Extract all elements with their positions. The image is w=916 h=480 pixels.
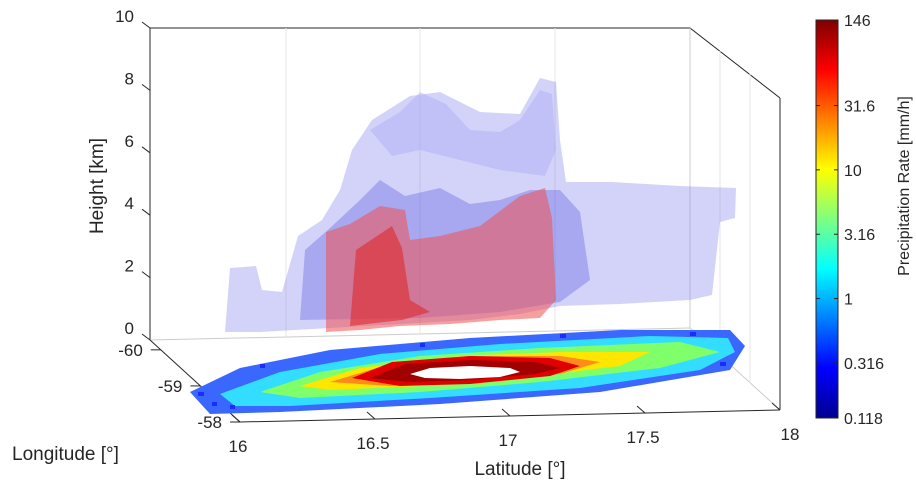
z-tick-mark: [141, 208, 151, 216]
x-tick-mark: [366, 411, 376, 420]
isosurfaces: [225, 78, 736, 332]
z-tick-mark: [141, 333, 151, 341]
colorbar-tick-label: 31.6: [844, 99, 875, 116]
colorbar: 146 31.6 10 3.16 1 0.316 0.118 Precipitation R…: [815, 13, 913, 428]
colorbar-tick-label: 1: [844, 292, 853, 309]
colorbar-tick-label: 146: [844, 13, 871, 30]
colorbar-tick-label: 10: [844, 163, 862, 180]
z-tick-label: 10: [115, 7, 134, 26]
z-tick-label: 6: [125, 132, 134, 151]
colorbar-tick-label: 0.118: [844, 411, 883, 428]
z-tick-label: 4: [125, 194, 134, 213]
z-tick-label: 2: [125, 257, 134, 276]
colorbar-tick-label: 0.316: [844, 356, 884, 373]
ground-precip-map: [190, 330, 745, 414]
z-tick-mark: [141, 146, 151, 154]
colorbar-gradient: [815, 19, 839, 419]
z-tick-label: 8: [125, 69, 134, 88]
x-tick-mark: [771, 402, 781, 411]
x-tick-label: 18: [781, 425, 800, 444]
x-tick-label: 17: [499, 431, 518, 450]
y-axis-label: Longitude [°]: [12, 444, 119, 465]
z-axis: 0 2 4 6 8 10: [115, 7, 151, 341]
iso-high-core: [350, 226, 430, 326]
iso-low-upper: [370, 90, 556, 176]
precip-speckles: [198, 332, 726, 409]
y-tick-label: -60: [118, 341, 143, 360]
x-tick-mark: [231, 414, 241, 423]
x-tick-label: 17.5: [626, 428, 659, 447]
y-axis: -60 -59 -58: [118, 341, 240, 432]
z-tick-mark: [141, 271, 151, 279]
x-axis-label: Latitude [°]: [474, 459, 565, 480]
y-tick-label: -58: [197, 413, 222, 432]
z-tick-mark: [141, 21, 151, 29]
y-tick-label: -59: [158, 377, 183, 396]
z-tick-label: 0: [125, 319, 134, 338]
colorbar-tick-label: 3.16: [844, 227, 875, 244]
z-axis-label: Height [km]: [87, 138, 108, 234]
x-tick-mark: [501, 408, 511, 417]
x-axis: 16 16.5 17 17.5 18: [229, 402, 800, 456]
colorbar-ticks: 146 31.6 10 3.16 1 0.316 0.118: [816, 13, 884, 428]
precip-eye: [410, 366, 520, 379]
colorbar-label: Precipitation Rate [mm/h]: [896, 96, 913, 276]
x-tick-label: 16.5: [356, 434, 389, 453]
x-tick-mark: [636, 405, 646, 414]
z-tick-mark: [141, 84, 151, 91]
x-tick-label: 16: [229, 437, 248, 456]
